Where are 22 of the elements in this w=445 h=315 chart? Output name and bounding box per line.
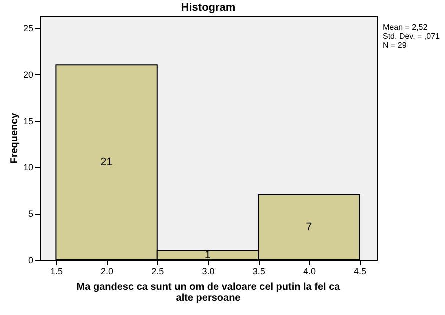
x-tick-label: 4.5 [354,266,367,276]
y-tick-label: 5 [28,209,34,220]
text: N = 29 [383,41,408,50]
chart-title: Histogram [181,2,236,14]
y-tick-label: 15 [23,116,34,126]
x-tick-label: 3.0 [202,266,215,276]
y-tick-label: 0 [28,256,34,266]
y-tick-label: 25 [23,24,34,34]
data-label: 1 [204,249,212,262]
x-tick-label: 4.0 [303,266,316,276]
data-label: 7 [306,222,312,234]
text: Std. Dev. = ,071 [383,32,441,41]
y-tick-label: 20 [23,70,34,80]
text: Mean = 2,52 [383,23,428,32]
y-tick-label: 10 [23,162,34,173]
data-label: 21 [100,156,113,169]
x-tick-label: 1.5 [50,266,63,276]
x-axis-title: Ma gandesc ca sunt un om de valoare cel putin la fel ca alte persoane [76,282,341,304]
x-tick-label: 3.5 [252,266,266,276]
x-tick-label: 2.0 [101,266,114,276]
x-tick-label: 2.5 [152,266,164,276]
y-axis-title: Frequency [9,112,20,164]
